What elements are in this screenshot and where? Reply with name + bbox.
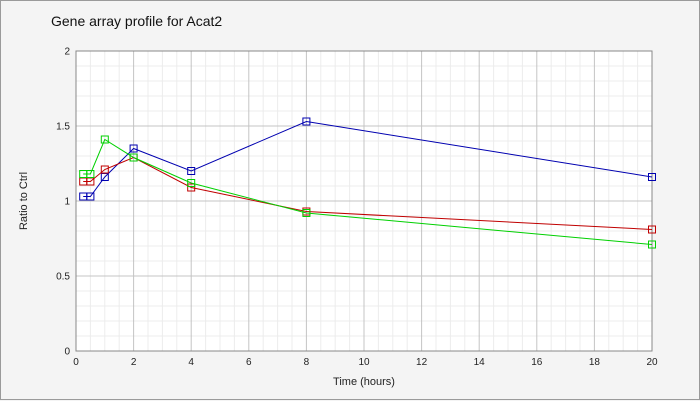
data-point-marker <box>648 225 656 234</box>
chart-title: Gene array profile for Acat2 <box>51 13 222 29</box>
x-tick-label: 16 <box>531 357 543 368</box>
series-line <box>83 120 653 197</box>
data-point-marker <box>648 173 656 181</box>
x-tick-label: 10 <box>358 357 370 368</box>
x-tick-label: 18 <box>589 357 601 368</box>
plot-border <box>75 50 653 352</box>
series-3 <box>79 135 656 249</box>
y-axis-ticks: 0 0.5 1 1.5 2 <box>56 47 70 358</box>
data-point-marker <box>187 179 196 187</box>
data-point-marker <box>187 183 196 192</box>
x-axis-label: Time (hours) <box>333 376 395 388</box>
x-tick-label: 8 <box>304 357 310 368</box>
data-point-marker <box>302 209 311 217</box>
series-line <box>83 138 653 245</box>
data-point-marker <box>302 117 311 126</box>
y-tick-label: 2 <box>64 47 70 58</box>
data-point-marker <box>129 153 138 162</box>
x-axis-ticks: 0 2 4 6 8 10 12 14 16 18 20 <box>73 357 658 368</box>
x-tick-label: 6 <box>246 357 252 368</box>
y-tick-label: 1 <box>64 197 70 208</box>
series-1 <box>79 117 656 201</box>
data-point-marker <box>100 135 109 144</box>
y-tick-label: 0 <box>64 347 70 358</box>
x-tick-label: 14 <box>474 357 486 368</box>
data-point-marker <box>129 144 138 153</box>
data-point-marker <box>187 167 196 175</box>
x-tick-label: 2 <box>131 357 137 368</box>
series-layer <box>79 117 656 249</box>
y-tick-label: 1.5 <box>56 122 70 133</box>
data-point-marker <box>86 192 95 201</box>
x-tick-label: 20 <box>646 357 658 368</box>
x-tick-label: 4 <box>188 357 194 368</box>
data-point-marker <box>86 170 95 178</box>
x-tick-label: 0 <box>73 357 79 368</box>
x-tick-label: 12 <box>416 357 428 368</box>
y-axis-label: Ratio to Ctrl <box>18 172 30 230</box>
data-point-marker <box>648 240 656 249</box>
y-tick-label: 0.5 <box>56 272 70 283</box>
data-point-marker <box>100 165 109 174</box>
